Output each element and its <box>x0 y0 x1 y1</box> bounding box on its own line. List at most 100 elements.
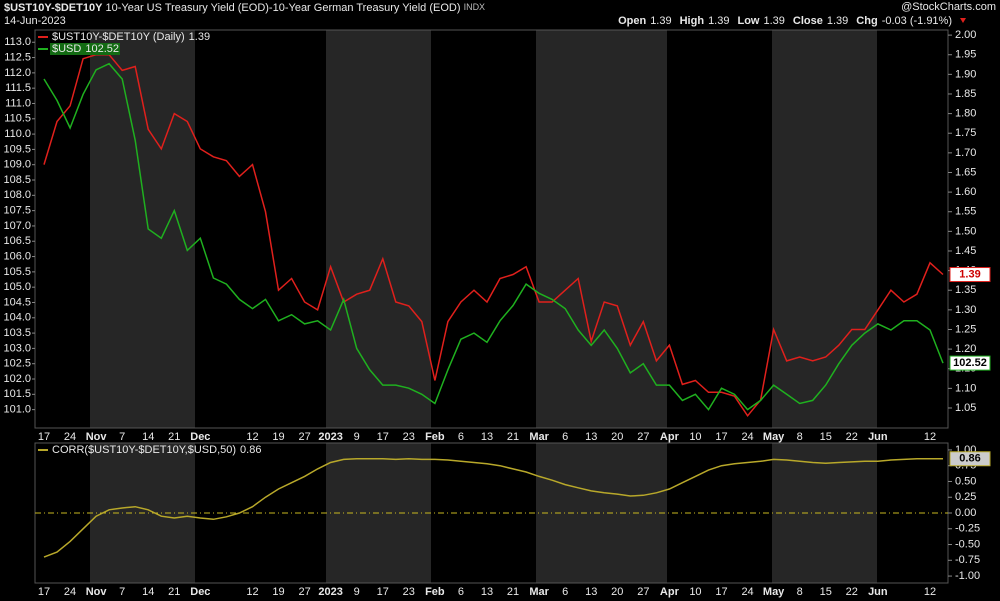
x-tick-label: May <box>763 586 785 598</box>
x-tick-label: 21 <box>507 431 519 443</box>
x-tick-label: Feb <box>425 586 445 598</box>
legend-name: CORR($UST10Y-$DET10Y,$USD,50) <box>52 444 236 456</box>
legend-name: $USD <box>52 43 81 55</box>
month-band <box>536 30 667 428</box>
y-tick-label: 108.5 <box>3 174 31 186</box>
main-panel-frame <box>34 29 949 429</box>
x-tick-label: 12 <box>924 586 936 598</box>
x-tick-label: 2023 <box>318 586 342 598</box>
x-tick-label: Nov <box>86 586 108 598</box>
y-tick-label: 109.5 <box>3 143 31 155</box>
y-tick-label: 103.5 <box>3 327 31 339</box>
quote-value: -0.03 (-1.91%) <box>882 15 952 27</box>
quote-label: Chg <box>856 15 877 27</box>
y-tick-label: 1.25 <box>955 323 976 335</box>
y-tick-label: 104.5 <box>3 296 31 308</box>
y-tick-label: 0.50 <box>955 475 976 487</box>
y-tick-label: 105.5 <box>3 266 31 278</box>
month-band <box>772 30 877 428</box>
quote: Open 1.39 High 1.39 Low 1.39 Close 1.39 Chg -0.03… <box>618 15 952 27</box>
brand: @StockCharts.com <box>901 1 996 13</box>
x-tick-label: 13 <box>585 431 597 443</box>
legend-background <box>50 43 120 55</box>
y-tick-label: 1.10 <box>955 382 976 394</box>
legend-value: 1.39 <box>189 31 210 43</box>
y-tick-label: 1.85 <box>955 88 976 100</box>
x-tick-label: 21 <box>507 586 519 598</box>
legend-value: 0.86 <box>240 444 261 456</box>
y-tick-label: 1.75 <box>955 127 976 139</box>
x-tick-label: 24 <box>64 586 76 598</box>
x-tick-label: 24 <box>64 431 76 443</box>
x-tick-label: 6 <box>562 431 568 443</box>
header-title: $UST10Y-$DET10Y 10-Year US Treasury Yiel… <box>4 2 485 14</box>
x-tick-label: 17 <box>715 586 727 598</box>
x-tick-label: Apr <box>660 431 680 443</box>
x-tick-label: Mar <box>529 586 549 598</box>
quote-label: High <box>680 15 705 27</box>
x-tick-label: 9 <box>354 431 360 443</box>
quote-value: 1.39 <box>708 15 729 27</box>
y-tick-label: 106.5 <box>3 235 31 247</box>
y-tick-label: 1.05 <box>955 402 976 414</box>
y-tick-label: 0.25 <box>955 491 976 503</box>
x-tick-label: 23 <box>403 586 415 598</box>
y-tick-label: 1.55 <box>955 206 976 218</box>
x-tick-label: 6 <box>562 586 568 598</box>
description: 10-Year US Treasury Yield (EOD)-10-Year … <box>106 2 461 14</box>
month-band <box>90 30 195 428</box>
series-line <box>43 458 943 558</box>
x-tick-label: 12 <box>246 431 258 443</box>
x-tick-label: 10 <box>689 586 701 598</box>
x-tick-label: 17 <box>715 431 727 443</box>
y-tick-label: -0.50 <box>955 538 980 550</box>
y-tick-label: 112.5 <box>4 51 31 63</box>
last-value-box <box>949 267 991 283</box>
y-tick-label: 104.0 <box>3 312 31 324</box>
y-tick-label: 1.65 <box>955 166 976 178</box>
x-tick-label: 2023 <box>318 431 342 443</box>
x-tick-label: May <box>763 431 785 443</box>
y-tick-label: 110.5 <box>4 113 31 125</box>
x-tick-label: 27 <box>637 586 649 598</box>
y-tick-label: 107.0 <box>3 220 31 232</box>
x-tick-label: Dec <box>190 586 210 598</box>
x-tick-label: Jun <box>868 586 888 598</box>
y-tick-label: -0.75 <box>955 554 980 566</box>
last-value-box <box>949 451 991 467</box>
y-tick-label: 109.0 <box>3 159 31 171</box>
y-tick-label: 112.0 <box>4 67 31 79</box>
y-tick-label: 107.5 <box>3 205 31 217</box>
x-tick-label: 9 <box>354 586 360 598</box>
y-tick-label: 113.0 <box>4 36 31 48</box>
last-value-label: 102.52 <box>953 357 987 369</box>
symbol: $UST10Y-$DET10Y <box>4 2 103 14</box>
y-tick-label: 102.0 <box>3 373 31 385</box>
y-tick-label: 102.5 <box>3 358 31 370</box>
change-arrow <box>960 18 966 23</box>
x-tick-label: 13 <box>481 431 493 443</box>
month-band <box>326 30 431 428</box>
series-line <box>43 53 944 418</box>
legend-name: $UST10Y-$DET10Y (Daily) <box>52 31 185 43</box>
y-tick-label: -0.25 <box>955 523 980 535</box>
x-tick-label: 17 <box>38 586 50 598</box>
x-tick-label: 24 <box>741 431 753 443</box>
y-tick-label: 0.00 <box>955 507 976 519</box>
x-tick-label: 6 <box>458 431 464 443</box>
y-tick-label: 1.30 <box>955 304 976 316</box>
y-tick-label: -1.00 <box>955 570 980 582</box>
x-tick-label: 17 <box>377 586 389 598</box>
y-tick-label: 1.70 <box>955 147 976 159</box>
x-tick-label: 15 <box>820 586 832 598</box>
x-tick-label: 17 <box>38 431 50 443</box>
x-tick-label: Jun <box>868 431 888 443</box>
x-tick-label: 12 <box>924 431 936 443</box>
quote-value: 1.39 <box>650 15 671 27</box>
x-tick-label: 14 <box>142 431 154 443</box>
y-tick-label: 1.60 <box>955 186 976 198</box>
y-tick-label: 2.00 <box>955 29 976 41</box>
x-tick-label: 20 <box>611 431 623 443</box>
x-tick-label: 13 <box>481 586 493 598</box>
